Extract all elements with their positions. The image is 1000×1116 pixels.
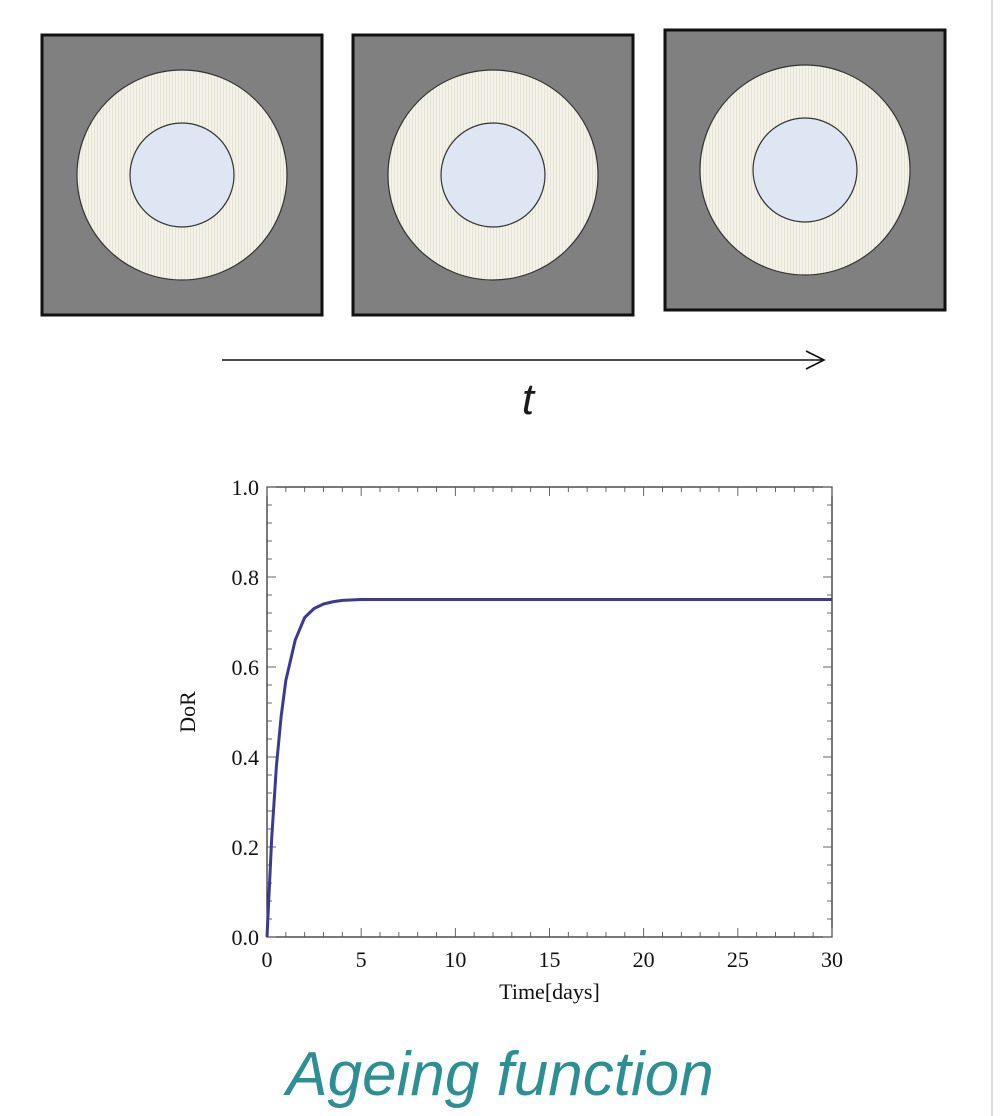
y-axis-label: DoR	[175, 691, 200, 733]
y-tick-label: 0.8	[232, 565, 260, 590]
x-tick-label: 10	[444, 947, 466, 972]
panel-3-inner-core	[752, 117, 858, 223]
x-axis-label: Time[days]	[499, 979, 600, 1004]
y-tick-label: 1.0	[232, 475, 260, 500]
x-tick-label: 25	[727, 947, 749, 972]
y-tick-label: 0.2	[232, 835, 260, 860]
x-tick-label: 20	[633, 947, 655, 972]
x-tick-label: 5	[356, 947, 367, 972]
x-tick-label: 0	[262, 947, 273, 972]
y-tick-label: 0.4	[232, 745, 260, 770]
y-tick-label: 0.0	[232, 925, 260, 950]
cross-section-panels	[40, 28, 947, 370]
page-edge-rule	[991, 0, 993, 1116]
plot-frame	[266, 486, 833, 938]
time-arrow	[222, 350, 826, 370]
panel-2	[351, 33, 635, 317]
y-tick-label: 0.6	[232, 655, 260, 680]
panel-1	[40, 33, 324, 317]
ageing-chart: 0 5 10 15 20 25 30 0.0 0.2 0.4 0.6 0.8 1.0 Time[days]…	[175, 475, 843, 1004]
x-tick-label: 15	[539, 947, 561, 972]
panel-1-inner-core	[129, 122, 235, 228]
caption: Ageing function	[286, 1040, 714, 1109]
x-tick-label: 30	[821, 947, 843, 972]
panel-3	[663, 28, 947, 312]
series-line-0	[265, 598, 832, 938]
panel-2-inner-core	[440, 122, 546, 228]
time-arrow-label: t	[521, 375, 535, 424]
